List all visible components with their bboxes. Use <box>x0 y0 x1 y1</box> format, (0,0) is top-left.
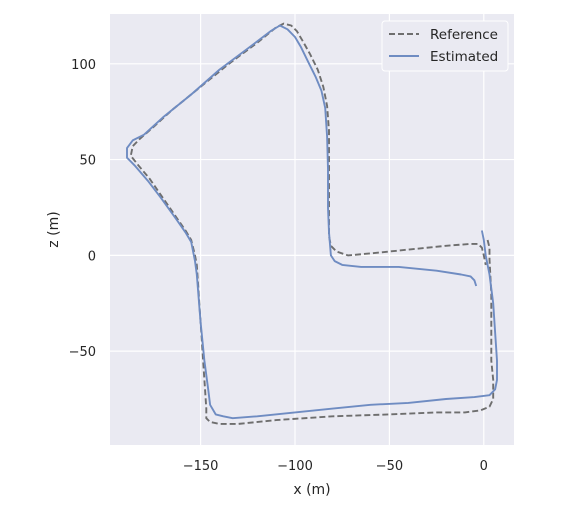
x-tick-label: −50 <box>376 459 403 474</box>
plot-area <box>110 14 514 445</box>
x-tick-label: −100 <box>277 459 313 474</box>
legend-label-reference: Reference <box>430 27 498 43</box>
legend: Reference Estimated <box>382 21 508 71</box>
x-axis-label: x (m) <box>293 482 330 498</box>
y-tick-label: −50 <box>69 345 96 360</box>
y-tick-label: 0 <box>88 249 96 264</box>
y-tick-label: 100 <box>71 58 96 73</box>
y-axis-label: z (m) <box>46 211 62 247</box>
legend-label-estimated: Estimated <box>430 49 498 65</box>
x-tick-label: −150 <box>183 459 219 474</box>
y-tick-label: 50 <box>79 154 96 169</box>
x-tick-label: 0 <box>480 459 488 474</box>
